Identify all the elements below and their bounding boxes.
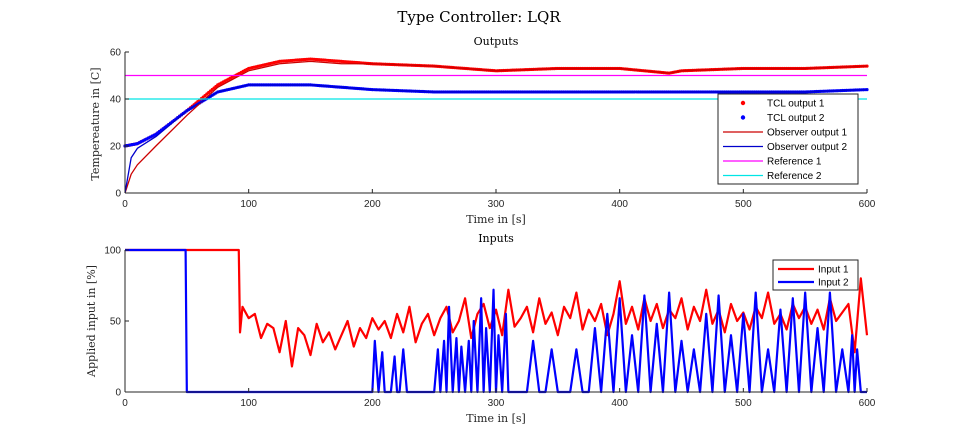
outputs-x-tick-label: 100	[240, 199, 257, 210]
inputs-x-tick-label: 100	[240, 398, 257, 409]
outputs-y-tick-label: 0	[115, 189, 121, 200]
outputs-x-tick-label: 400	[611, 199, 628, 210]
inputs-chart: Inputs Time in [s] Applied input in [%] …	[85, 232, 876, 425]
inputs-series-input-1	[125, 248, 869, 368]
outputs-y-tick-label: 60	[110, 48, 122, 59]
inputs-x-tick-label: 600	[859, 398, 876, 409]
figure-title: Type Controller: LQR	[397, 8, 561, 26]
outputs-chart: Outputs Time in [s] Tempereature in [C] …	[89, 35, 876, 226]
inputs-x-tick-label: 200	[364, 398, 381, 409]
inputs-legend-box	[772, 259, 859, 291]
inputs-y-tick-label: 0	[115, 388, 121, 399]
legend-entry: Observer output 2	[767, 142, 847, 153]
outputs-series-group	[123, 57, 869, 194]
inputs-x-tick-label: 400	[611, 398, 628, 409]
inputs-series-input-2	[125, 248, 867, 394]
outputs-y-tick-label: 40	[110, 95, 122, 106]
inputs-x-tick-label: 500	[735, 398, 752, 409]
inputs-y-tick-label: 100	[104, 246, 121, 257]
inputs-xlabel: Time in [s]	[466, 412, 526, 425]
legend-entry: Observer output 1	[767, 128, 847, 139]
legend-entry: Reference 2	[767, 171, 822, 182]
inputs-ylabel: Applied input in [%]	[85, 265, 98, 378]
outputs-x-tick-label: 0	[122, 199, 128, 210]
legend-entry: Input 1	[818, 265, 849, 276]
outputs-x-tick-label: 600	[859, 199, 876, 210]
outputs-series-observer-output-1	[124, 60, 868, 194]
outputs-x-tick-label: 200	[364, 199, 381, 210]
legend-entry: Reference 1	[767, 157, 822, 168]
outputs-legend: TCL output 1 TCL output 2 Observer output …	[717, 93, 859, 185]
inputs-series-group	[125, 248, 869, 394]
outputs-title: Outputs	[474, 35, 519, 48]
inputs-x-tick-label: 0	[122, 398, 128, 409]
inputs-x-tick-label: 300	[488, 398, 505, 409]
outputs-x-tick-label: 500	[735, 199, 752, 210]
outputs-ylabel: Tempereature in [C]	[89, 67, 102, 180]
outputs-series-observer-output-2	[124, 84, 868, 194]
inputs-y-tick-label: 50	[110, 317, 122, 328]
legend-entry: Input 2	[818, 278, 849, 289]
legend-marker	[740, 115, 746, 120]
inputs-title: Inputs	[478, 232, 514, 245]
legend-entry: TCL output 2	[767, 113, 825, 124]
outputs-xlabel: Time in [s]	[466, 213, 526, 226]
outputs-y-tick-label: 20	[110, 142, 122, 153]
legend-marker	[740, 100, 746, 106]
outputs-legend-box	[717, 93, 859, 185]
inputs-legend: Input 1 Input 2	[772, 259, 859, 291]
legend-entry: TCL output 1	[767, 99, 825, 110]
outputs-x-tick-label: 300	[488, 199, 505, 210]
